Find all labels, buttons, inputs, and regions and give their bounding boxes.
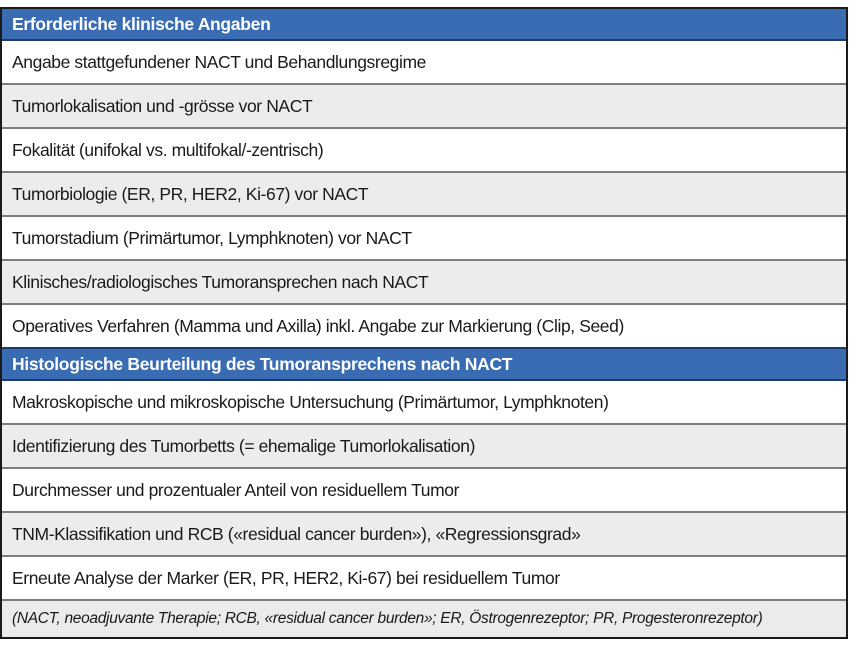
table-row-text: Fokalität (unifokal vs. multifokal/-zent… <box>12 139 324 160</box>
table-row: Fokalität (unifokal vs. multifokal/-zent… <box>2 127 846 171</box>
table-row: Durchmesser und prozentualer Anteil von … <box>2 467 846 511</box>
section-header-histology: Histologische Beurteilung des Tumoranspr… <box>2 347 846 381</box>
table-row: Klinisches/radiologisches Tumoranspreche… <box>2 259 846 303</box>
table-row-text: Tumorlokalisation und -grösse vor NACT <box>12 95 313 116</box>
table-row-text: Identifizierung des Tumorbetts (= ehemal… <box>12 435 476 456</box>
table-row: Operatives Verfahren (Mamma und Axilla) … <box>2 303 846 347</box>
section-rows-clinical: Angabe stattgefundener NACT und Behandlu… <box>2 41 846 347</box>
table-row: Tumorlokalisation und -grösse vor NACT <box>2 83 846 127</box>
table-row-text: Makroskopische und mikroskopische Unters… <box>12 391 609 412</box>
table-row-text: TNM-Klassifikation und RCB («residual ca… <box>12 523 581 544</box>
section-header-clinical: Erforderliche klinische Angaben <box>2 9 846 41</box>
table-row: TNM-Klassifikation und RCB («residual ca… <box>2 511 846 555</box>
table-row-text: Erneute Analyse der Marker (ER, PR, HER2… <box>12 567 560 588</box>
table-row: Tumorbiologie (ER, PR, HER2, Ki-67) vor … <box>2 171 846 215</box>
table-row-text: Angabe stattgefundener NACT und Behandlu… <box>12 51 426 72</box>
table-row-text: Durchmesser und prozentualer Anteil von … <box>12 479 460 500</box>
table-footnote-text: (NACT, neoadjuvante Therapie; RCB, «resi… <box>12 610 763 627</box>
nact-requirements-table: Erforderliche klinische Angaben Angabe s… <box>0 7 848 639</box>
table-row-text: Klinisches/radiologisches Tumoranspreche… <box>12 271 429 292</box>
section-header-clinical-label: Erforderliche klinische Angaben <box>12 13 271 34</box>
table-row: Makroskopische und mikroskopische Unters… <box>2 381 846 423</box>
table-row: Angabe stattgefundener NACT und Behandlu… <box>2 41 846 83</box>
table-row-text: Tumorbiologie (ER, PR, HER2, Ki-67) vor … <box>12 183 369 204</box>
table-row-text: Tumorstadium (Primärtumor, Lymphknoten) … <box>12 227 412 248</box>
section-rows-histology: Makroskopische und mikroskopische Unters… <box>2 381 846 599</box>
table-row-text: Operatives Verfahren (Mamma und Axilla) … <box>12 315 624 336</box>
table-row: Tumorstadium (Primärtumor, Lymphknoten) … <box>2 215 846 259</box>
table-footnote: (NACT, neoadjuvante Therapie; RCB, «resi… <box>2 599 846 637</box>
table-row: Identifizierung des Tumorbetts (= ehemal… <box>2 423 846 467</box>
table-row: Erneute Analyse der Marker (ER, PR, HER2… <box>2 555 846 599</box>
section-header-histology-label: Histologische Beurteilung des Tumoranspr… <box>12 353 513 374</box>
